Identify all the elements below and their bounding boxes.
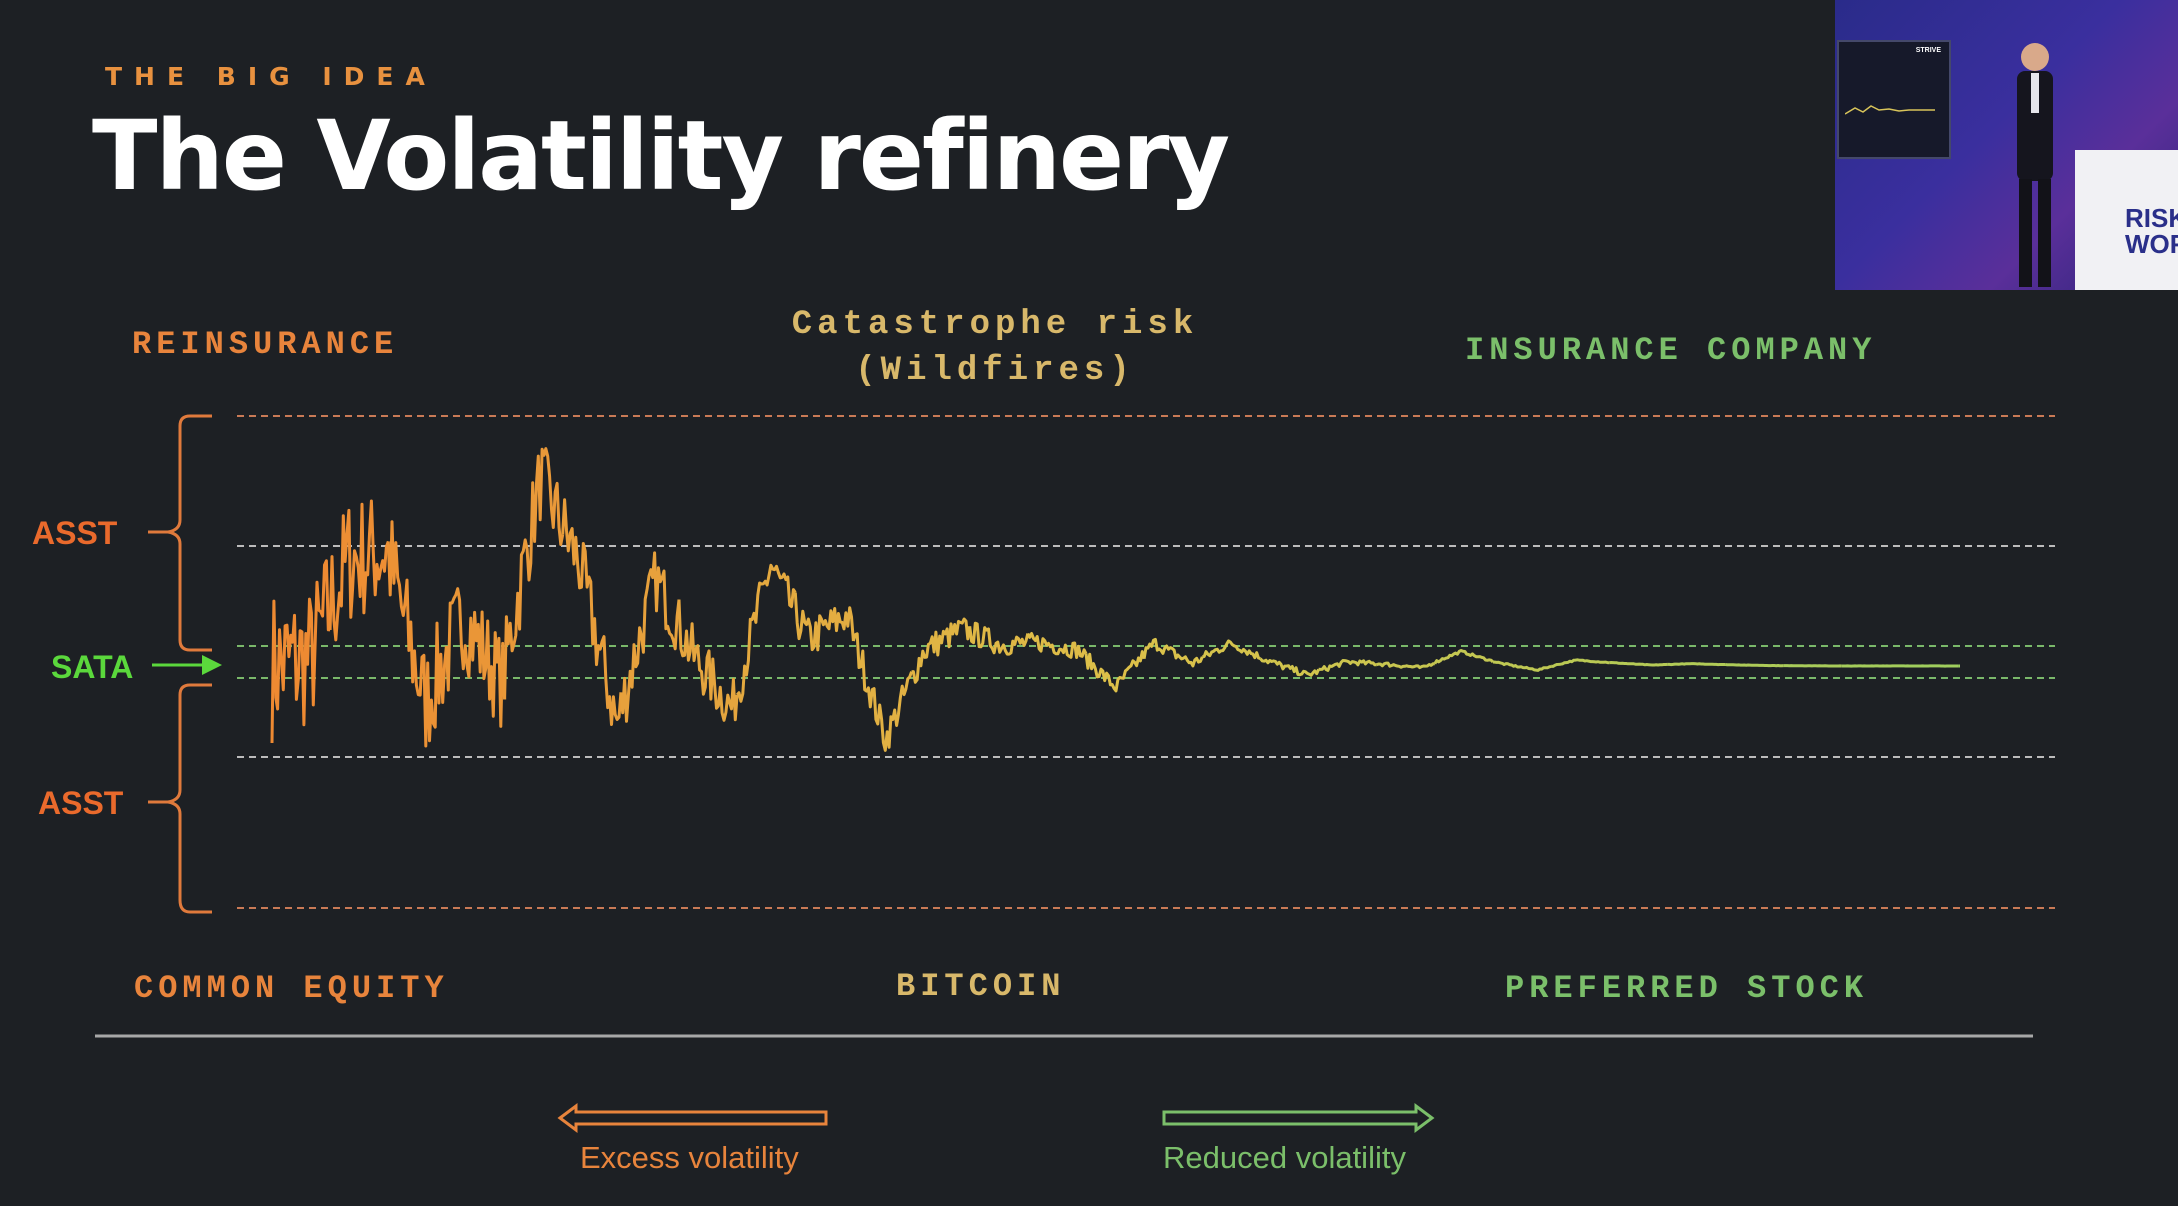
sata-arrow — [152, 655, 222, 675]
label-bitcoin: BITCOIN — [896, 968, 1066, 1005]
label-asst-top: ASST — [32, 515, 118, 551]
arrow-reduced — [1162, 1103, 1435, 1133]
series-segment-11 — [911, 617, 972, 684]
series-segment-15 — [1142, 637, 1204, 668]
speaker-figure — [2017, 43, 2053, 287]
inset-screen: STRIVE — [1837, 40, 1951, 159]
bracket-top — [148, 414, 212, 652]
arrow-excess — [557, 1103, 828, 1133]
series-segment-6 — [619, 551, 681, 723]
legend-excess-volatility: Excess volatility — [580, 1140, 799, 1175]
label-insurance-company: INSURANCE COMPANY — [1465, 332, 1877, 369]
series-segment-1 — [328, 499, 390, 642]
series-segment-7 — [677, 599, 739, 722]
series-segment-0 — [270, 559, 331, 744]
price-series — [270, 447, 1960, 752]
speaker-video-inset: STRIVE RISK WOR — [1835, 0, 2178, 290]
brackets — [148, 414, 212, 914]
label-catastrophe-risk: Catastrophe risk (Wildfires) — [791, 306, 1199, 390]
series-segment-13 — [1026, 632, 1088, 659]
series-segment-2 — [386, 520, 448, 748]
podium-logo: RISK WOR — [2125, 203, 2178, 259]
series-segment-18 — [1318, 659, 1377, 672]
series-segment-20 — [1433, 649, 1495, 665]
series-segment-16 — [1202, 639, 1261, 661]
series-segment-14 — [1084, 650, 1146, 693]
series-segment-19 — [1376, 661, 1435, 670]
series-segment-12 — [968, 621, 1030, 656]
series-segment-21 — [1492, 660, 1552, 672]
inset-screen-brand: STRIVE — [1915, 47, 1941, 54]
series-segment-3 — [444, 587, 507, 728]
label-reinsurance: REINSURANCE — [132, 326, 399, 363]
series-segment-17 — [1259, 657, 1320, 677]
kicker: THE BIG IDEA — [105, 62, 437, 91]
label-common-equity: COMMON EQUITY — [134, 970, 449, 1007]
series-segment-4 — [503, 447, 565, 700]
series-segment-5 — [561, 498, 623, 726]
series-segment-25 — [1725, 663, 1784, 668]
series-segment-8 — [735, 563, 797, 703]
page-title: The Volatility refinery — [92, 100, 1230, 212]
series-segment-10 — [851, 632, 914, 752]
reference-lines — [237, 415, 2055, 909]
legend-reduced-volatility: Reduced volatility — [1163, 1140, 1406, 1175]
series-segment-9 — [793, 592, 855, 652]
label-asst-bottom: ASST — [38, 785, 124, 821]
series-segment-23 — [1609, 661, 1668, 667]
label-sata: SATA — [51, 649, 134, 685]
series-segment-22 — [1551, 658, 1610, 668]
inset-mini-chart — [1845, 105, 1935, 115]
bracket-bottom — [148, 683, 212, 914]
podium: RISK WOR — [2075, 150, 2178, 290]
label-preferred-stock: PREFERRED STOCK — [1505, 970, 1869, 1007]
series-segment-24 — [1667, 662, 1726, 667]
